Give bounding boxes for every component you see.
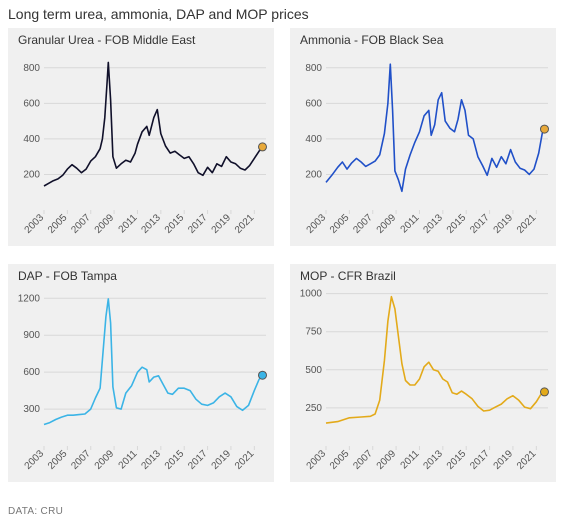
- x-tick-label: 2015: [163, 212, 187, 236]
- x-tick-label: 2015: [445, 448, 469, 472]
- end-marker-dap: [258, 371, 266, 379]
- x-tick-label: 2013: [421, 448, 445, 472]
- y-tick-label: 750: [305, 327, 322, 338]
- x-tick-label: 2013: [139, 212, 163, 236]
- x-tick-label: 2017: [186, 448, 210, 472]
- panel-ammonia: Ammonia - FOB Black Sea 2004006008002003…: [290, 28, 556, 246]
- series-line-ammonia: [326, 64, 545, 191]
- y-tick-label: 600: [305, 98, 322, 109]
- x-tick-label: 2019: [492, 448, 516, 472]
- x-tick-label: 2009: [375, 448, 399, 472]
- x-tick-label: 2017: [468, 448, 492, 472]
- y-tick-label: 1200: [18, 293, 41, 304]
- x-tick-label: 2009: [93, 212, 117, 236]
- x-tick-label: 2005: [328, 212, 352, 236]
- y-tick-label: 800: [23, 63, 40, 74]
- series-line-dap: [44, 299, 263, 425]
- x-tick-label: 2011: [399, 212, 422, 235]
- x-tick-label: 2007: [351, 448, 375, 472]
- y-tick-label: 200: [305, 169, 322, 180]
- panel-urea: Granular Urea - FOB Middle East 20040060…: [8, 28, 274, 246]
- end-marker-mop: [540, 388, 548, 396]
- x-tick-label: 2017: [468, 212, 492, 236]
- x-tick-label: 2005: [46, 212, 70, 236]
- panel-title-mop: MOP - CFR Brazil: [290, 264, 556, 285]
- page-title: Long term urea, ammonia, DAP and MOP pri…: [0, 0, 566, 26]
- x-tick-label: 2007: [69, 212, 93, 236]
- x-tick-label: 2019: [210, 212, 234, 236]
- x-tick-label: 2009: [375, 212, 399, 236]
- x-tick-label: 2021: [515, 212, 539, 236]
- data-source-footer: DATA: CRU: [8, 506, 63, 517]
- x-tick-label: 2003: [23, 448, 47, 472]
- series-line-urea: [44, 62, 263, 186]
- x-tick-label: 2011: [399, 448, 422, 471]
- x-tick-label: 2009: [93, 448, 117, 472]
- plot-urea: 2004006008002003200520072009201120132015…: [44, 50, 266, 210]
- x-tick-label: 2021: [515, 448, 539, 472]
- y-tick-label: 250: [305, 403, 322, 414]
- plot-dap: 3006009001200200320052007200920112013201…: [44, 286, 266, 446]
- y-tick-label: 200: [23, 169, 40, 180]
- y-tick-label: 500: [305, 365, 322, 376]
- plot-mop: 2505007501000200320052007200920112013201…: [326, 286, 548, 446]
- x-tick-label: 2021: [233, 448, 257, 472]
- x-tick-label: 2013: [139, 448, 163, 472]
- panel-grid: Granular Urea - FOB Middle East 20040060…: [0, 26, 566, 482]
- x-tick-label: 2007: [351, 212, 375, 236]
- x-tick-label: 2005: [46, 448, 70, 472]
- y-tick-label: 600: [23, 98, 40, 109]
- x-tick-label: 2017: [186, 212, 210, 236]
- plot-ammonia: 2004006008002003200520072009201120132015…: [326, 50, 548, 210]
- x-tick-label: 2005: [328, 448, 352, 472]
- y-tick-label: 300: [23, 404, 40, 415]
- y-tick-label: 400: [23, 134, 40, 145]
- x-tick-label: 2019: [210, 448, 234, 472]
- y-tick-label: 1000: [300, 289, 323, 300]
- end-marker-urea: [258, 143, 266, 151]
- end-marker-ammonia: [540, 125, 548, 133]
- x-tick-label: 2003: [305, 212, 329, 236]
- x-tick-label: 2015: [445, 212, 469, 236]
- x-tick-label: 2015: [163, 448, 187, 472]
- series-line-mop: [326, 297, 545, 423]
- panel-title-dap: DAP - FOB Tampa: [8, 264, 274, 285]
- panel-title-ammonia: Ammonia - FOB Black Sea: [290, 28, 556, 49]
- x-tick-label: 2021: [233, 212, 257, 236]
- x-tick-label: 2003: [305, 448, 329, 472]
- x-tick-label: 2013: [421, 212, 445, 236]
- y-tick-label: 900: [23, 330, 40, 341]
- x-tick-label: 2011: [117, 212, 140, 235]
- y-tick-label: 800: [305, 63, 322, 74]
- y-tick-label: 600: [23, 367, 40, 378]
- x-tick-label: 2003: [23, 212, 47, 236]
- x-tick-label: 2019: [492, 212, 516, 236]
- x-tick-label: 2007: [69, 448, 93, 472]
- panel-mop: MOP - CFR Brazil 25050075010002003200520…: [290, 264, 556, 482]
- panel-dap: DAP - FOB Tampa 300600900120020032005200…: [8, 264, 274, 482]
- panel-title-urea: Granular Urea - FOB Middle East: [8, 28, 274, 49]
- y-tick-label: 400: [305, 134, 322, 145]
- x-tick-label: 2011: [117, 448, 140, 471]
